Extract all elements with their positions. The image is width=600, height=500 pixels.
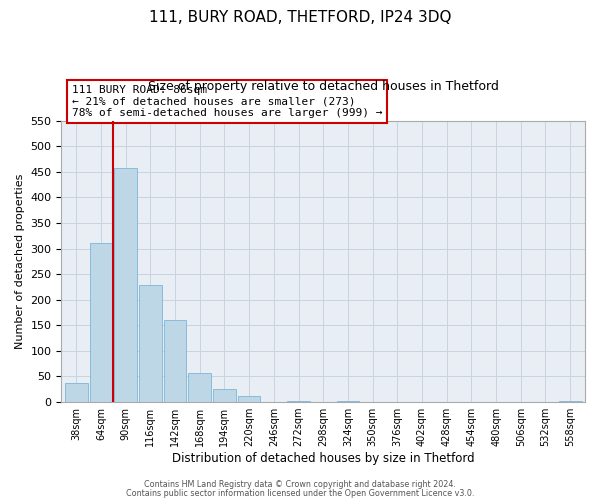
Bar xyxy=(213,389,236,402)
Bar xyxy=(188,373,211,402)
Bar xyxy=(287,400,310,402)
Text: Contains public sector information licensed under the Open Government Licence v3: Contains public sector information licen… xyxy=(126,488,474,498)
Y-axis label: Number of detached properties: Number of detached properties xyxy=(15,174,25,349)
Title: Size of property relative to detached houses in Thetford: Size of property relative to detached ho… xyxy=(148,80,499,93)
Bar xyxy=(65,382,88,402)
Bar xyxy=(559,401,581,402)
Text: 111 BURY ROAD: 86sqm
← 21% of detached houses are smaller (273)
78% of semi-deta: 111 BURY ROAD: 86sqm ← 21% of detached h… xyxy=(72,84,382,117)
Bar xyxy=(114,168,137,402)
Bar xyxy=(89,243,112,402)
X-axis label: Distribution of detached houses by size in Thetford: Distribution of detached houses by size … xyxy=(172,452,475,465)
Text: Contains HM Land Registry data © Crown copyright and database right 2024.: Contains HM Land Registry data © Crown c… xyxy=(144,480,456,489)
Bar xyxy=(238,396,260,402)
Text: 111, BURY ROAD, THETFORD, IP24 3DQ: 111, BURY ROAD, THETFORD, IP24 3DQ xyxy=(149,10,451,25)
Bar xyxy=(164,320,187,402)
Bar xyxy=(337,401,359,402)
Bar xyxy=(139,285,161,402)
